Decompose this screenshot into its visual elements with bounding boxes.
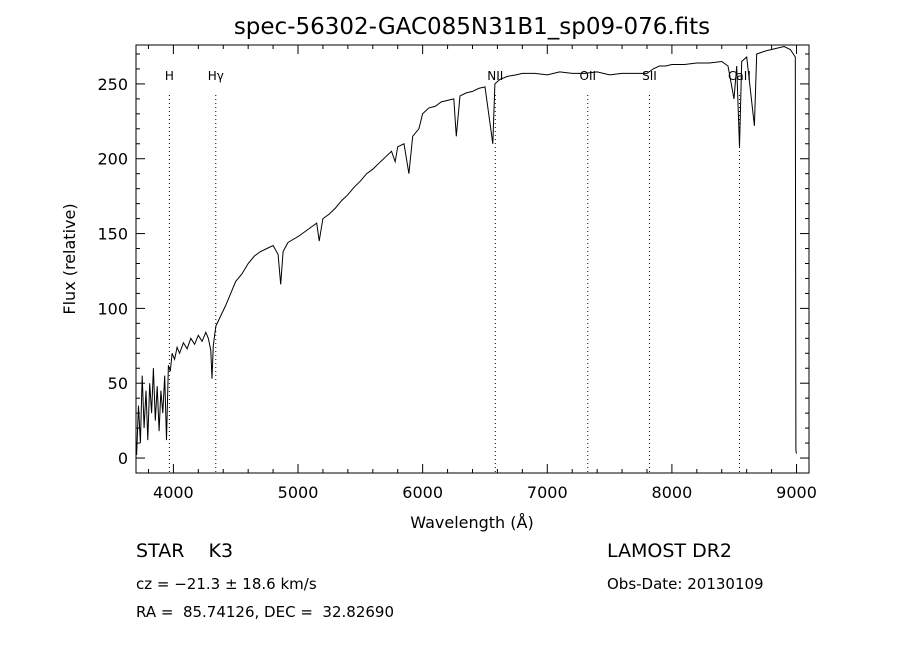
y-tick-label: 50 <box>108 374 128 393</box>
redshift-cz: cz = −21.3 ± 18.6 km/s <box>136 575 317 593</box>
x-tick-label: 4000 <box>153 483 194 502</box>
survey-name: LAMOST DR2 <box>607 540 732 562</box>
x-tick-label: 5000 <box>278 483 319 502</box>
spectral-line-label: NII <box>487 69 503 83</box>
observation-date: Obs-Date: 20130109 <box>607 575 764 593</box>
plot-frame <box>135 44 810 474</box>
spectral-line-markers: H Hγ NII OII SII CaII <box>165 69 751 473</box>
spectral-line-label: SII <box>642 69 657 83</box>
axis-ticks: 4000 5000 6000 7000 8000 9000 0 50 100 150 200 250 <box>97 45 817 502</box>
spectral-line-label: H <box>165 69 174 83</box>
chart-title: spec-56302-GAC085N31B1_sp09-076.fits <box>234 14 710 40</box>
x-tick-label: 8000 <box>652 483 693 502</box>
ra-dec-coordinates: RA = 85.74126, DEC = 32.82690 <box>136 603 395 621</box>
x-tick-label: 7000 <box>527 483 568 502</box>
x-tick-label: 9000 <box>776 483 817 502</box>
object-class: STAR K3 <box>136 540 234 562</box>
x-tick-label: 6000 <box>402 483 443 502</box>
y-axis-label: Flux (relative) <box>60 203 79 314</box>
y-tick-label: 150 <box>97 225 128 244</box>
spectral-line-label: OII <box>580 69 597 83</box>
x-axis-label: Wavelength (Å) <box>410 513 533 532</box>
y-tick-label: 100 <box>97 299 128 318</box>
y-tick-label: 0 <box>118 449 128 468</box>
spectral-line-label: Hγ <box>208 69 224 83</box>
y-tick-label: 200 <box>97 150 128 169</box>
spectral-line-label: CaII <box>728 69 751 83</box>
y-tick-label: 250 <box>97 75 128 94</box>
spectrum-line <box>136 45 797 456</box>
